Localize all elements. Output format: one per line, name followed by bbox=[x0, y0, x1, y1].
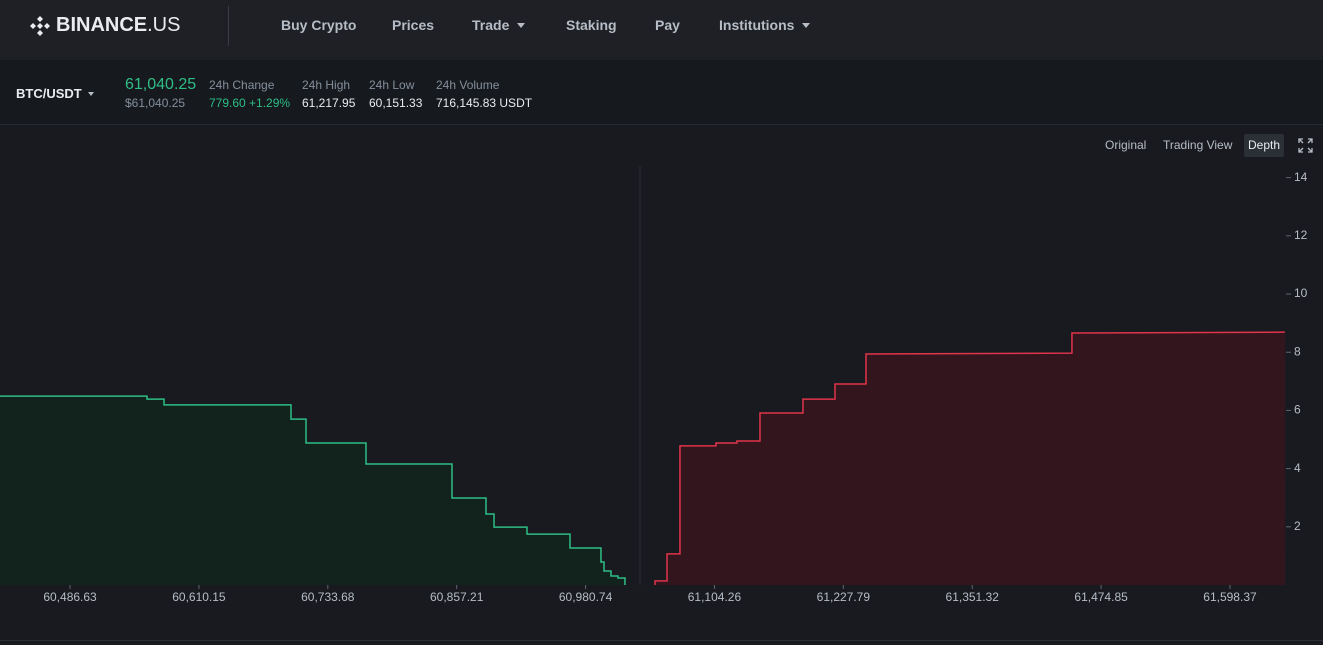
x-tick-label: 60,610.15 bbox=[172, 590, 226, 604]
pair: BTC/USDT bbox=[16, 86, 82, 101]
y-tick-label: 14 bbox=[1294, 170, 1308, 184]
nav-item[interactable]: Prices bbox=[392, 17, 435, 33]
stat-value: 60,151.33 bbox=[369, 96, 423, 110]
caret bbox=[87, 92, 94, 96]
nav-item[interactable]: Staking bbox=[566, 17, 617, 33]
y-tick-label: 4 bbox=[1294, 461, 1301, 475]
caret bbox=[517, 23, 526, 28]
depth-line bbox=[0, 395, 626, 585]
depth-area-fill bbox=[655, 332, 1285, 585]
fullscreen-icon[interactable] bbox=[1298, 138, 1313, 153]
x-tick-label: 61,227.79 bbox=[817, 590, 871, 604]
caret bbox=[802, 23, 811, 28]
y-tick-label: 10 bbox=[1294, 286, 1308, 300]
nav-item[interactable]: Pay bbox=[655, 17, 680, 33]
stat-value: 61,217.95 bbox=[302, 96, 356, 110]
logo[interactable]: BINANCE.US bbox=[56, 14, 180, 37]
x-tick-label: 60,857.21 bbox=[430, 590, 484, 604]
last-price: 61,040.25 bbox=[125, 76, 197, 93]
x-tick-label: 61,351.32 bbox=[946, 590, 1000, 604]
x-tick-label: 61,598.37 bbox=[1203, 590, 1257, 604]
pair-selector[interactable]: BTC/USDT bbox=[16, 86, 94, 101]
depth-line bbox=[654, 331, 1285, 585]
y-tick-label: 8 bbox=[1294, 344, 1301, 358]
stat-value: 716,145.83 USDT bbox=[436, 96, 533, 110]
nav-item[interactable]: Institutions bbox=[719, 17, 811, 33]
stat-label: 24h Low bbox=[369, 78, 415, 92]
view-button[interactable]: Depth bbox=[1244, 134, 1285, 157]
last-price-usd: $61,040.25 bbox=[125, 96, 186, 110]
nav-label: Trade bbox=[472, 17, 510, 33]
stat-value: 779.60 +1.29% bbox=[209, 96, 291, 110]
stat-label: 24h Volume bbox=[436, 78, 500, 92]
logo-main: BINANCE bbox=[56, 14, 148, 36]
y-tick-label: 2 bbox=[1294, 519, 1301, 533]
x-tick-label: 60,980.74 bbox=[559, 590, 613, 604]
x-tick-label: 61,474.85 bbox=[1074, 590, 1128, 604]
nav-item[interactable]: Buy Crypto bbox=[281, 17, 357, 33]
nav-label: Institutions bbox=[719, 17, 795, 33]
depth-area-fill bbox=[0, 396, 625, 585]
y-tick-label: 6 bbox=[1294, 403, 1301, 417]
view-button[interactable]: Trading View bbox=[1163, 138, 1233, 152]
x-tick-label: 60,486.63 bbox=[43, 590, 97, 604]
x-tick-label: 61,104.26 bbox=[688, 590, 742, 604]
top-nav: BINANCE.US Buy Crypto Prices Trade Staki… bbox=[0, 0, 1323, 60]
logo-icon bbox=[30, 16, 50, 36]
x-tick-label: 60,733.68 bbox=[301, 590, 355, 604]
view-button[interactable]: Original bbox=[1105, 138, 1147, 152]
stat-label: 24h High bbox=[302, 78, 351, 92]
logo-suffix: .US bbox=[147, 14, 181, 36]
y-tick-label: 12 bbox=[1294, 228, 1308, 242]
stat-label: 24h Change bbox=[209, 78, 275, 92]
nav-item[interactable]: Trade bbox=[472, 17, 526, 33]
ticker-bar: BTC/USDT 61,040.25 $61,040.25 24h Change… bbox=[0, 60, 1323, 125]
divider bbox=[228, 6, 229, 46]
